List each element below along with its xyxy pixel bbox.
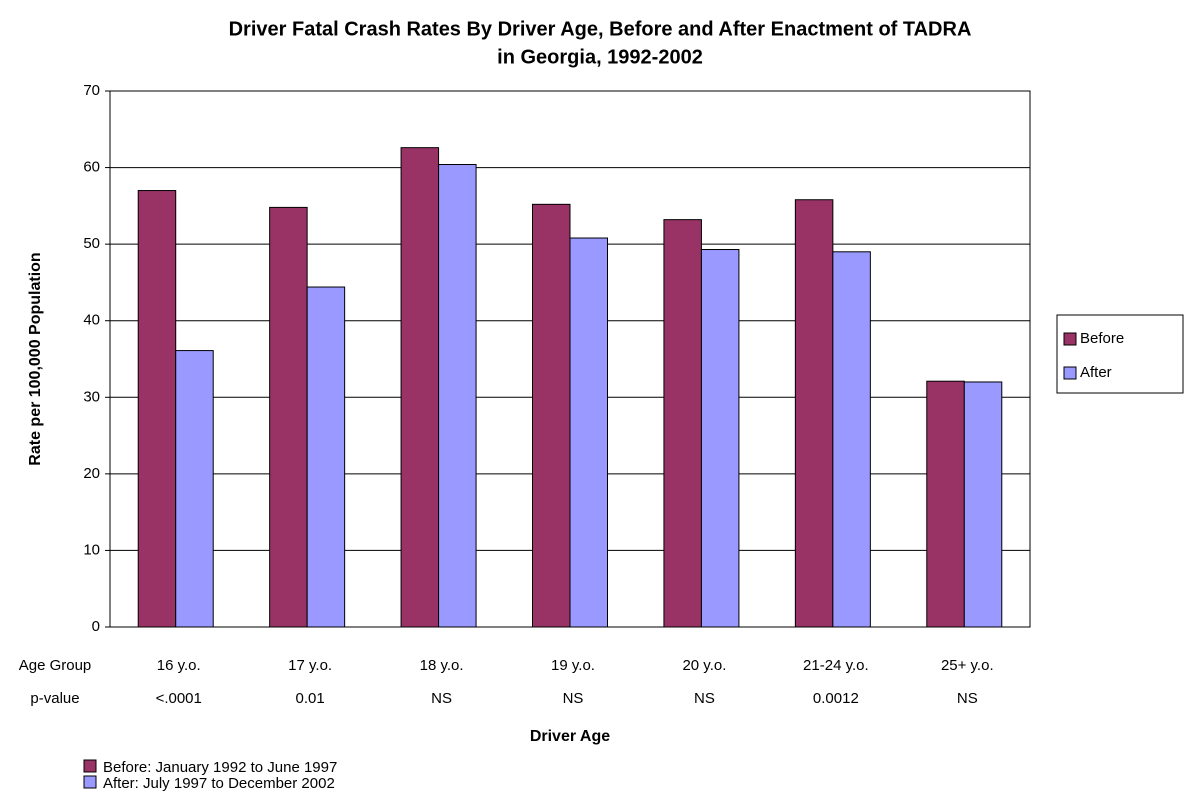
note-swatch	[83, 775, 97, 789]
y-tick-label: 10	[83, 541, 100, 558]
x-tick-label: 16 y.o.	[157, 657, 201, 674]
p-value: NS	[694, 690, 715, 707]
bar	[269, 206, 308, 628]
x-tick-label: 21-24 y.o.	[803, 657, 869, 674]
row-label: p-value	[30, 690, 79, 707]
bar	[700, 249, 740, 628]
bar	[306, 286, 346, 628]
bar	[963, 381, 1003, 628]
y-tick-label: 0	[92, 618, 100, 635]
chart-title: Driver Fatal Crash Rates By Driver Age, …	[229, 18, 972, 40]
p-value: NS	[957, 690, 978, 707]
y-tick-label: 60	[83, 159, 100, 176]
row-label: Age Group	[19, 657, 92, 674]
y-tick-label: 30	[83, 388, 100, 405]
y-axis-title: Rate per 100,000 Population	[27, 252, 44, 465]
p-value: NS	[563, 690, 584, 707]
bar	[137, 190, 177, 628]
p-value: NS	[431, 690, 452, 707]
bar	[832, 251, 871, 628]
legend-box	[1056, 314, 1184, 394]
note-swatch	[83, 759, 97, 773]
y-tick-label: 50	[83, 235, 100, 252]
bar	[532, 203, 571, 628]
p-value: 0.01	[296, 690, 325, 707]
bar	[569, 237, 608, 628]
x-tick-label: 19 y.o.	[551, 657, 595, 674]
y-tick-label: 70	[83, 82, 100, 99]
bar	[926, 380, 965, 628]
bar	[794, 199, 834, 628]
x-axis-title: Driver Age	[530, 728, 610, 745]
p-value: 0.0012	[813, 690, 859, 707]
bar	[663, 219, 702, 628]
y-tick-label: 40	[83, 312, 100, 329]
legend-swatch	[1063, 332, 1077, 346]
bar	[438, 164, 477, 628]
x-tick-label: 17 y.o.	[288, 657, 332, 674]
y-tick-label: 20	[83, 465, 100, 482]
legend-label: Before	[1080, 330, 1124, 347]
bar	[400, 147, 440, 628]
legend-label: After	[1080, 364, 1112, 381]
bar	[175, 350, 214, 628]
note-label: After: July 1997 to December 2002	[103, 775, 335, 792]
note-label: Before: January 1992 to June 1997	[103, 759, 337, 776]
p-value: <.0001	[156, 690, 202, 707]
x-tick-label: 20 y.o.	[682, 657, 726, 674]
legend-swatch	[1063, 366, 1077, 380]
x-tick-label: 18 y.o.	[420, 657, 464, 674]
x-tick-label: 25+ y.o.	[941, 657, 994, 674]
chart-title: in Georgia, 1992-2002	[497, 46, 703, 68]
plot-border	[109, 90, 1031, 628]
